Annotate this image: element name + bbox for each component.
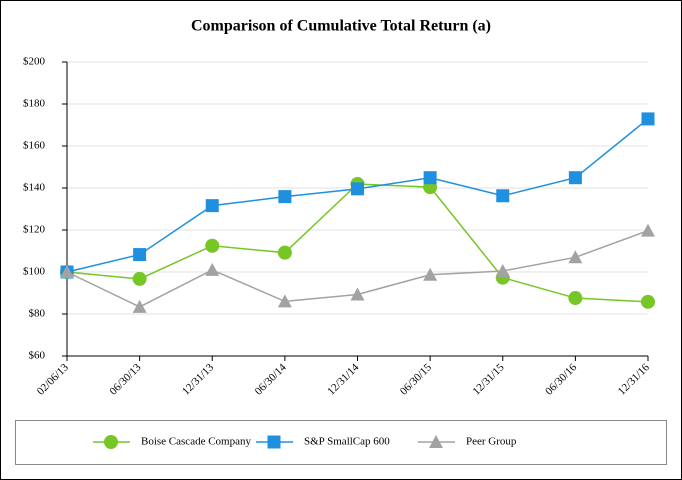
x-tick-label: 06/30/13 [107,361,143,397]
legend-label: Peer Group [466,436,517,448]
data-point [278,190,292,204]
data-point [568,291,583,306]
data-point [205,262,220,276]
data-point [60,265,74,278]
x-tick-label: 02/06/13 [35,361,71,397]
data-point [205,199,219,213]
x-tick-label: 06/30/15 [398,361,434,397]
y-tick-label: $180 [23,98,46,110]
chart-title: Comparison of Cumulative Total Return (a… [191,18,491,35]
data-point [423,267,438,281]
data-point [277,245,292,260]
data-point [132,271,147,286]
y-tick-label: $60 [29,350,46,362]
data-point [641,112,655,126]
legend-marker [104,435,118,449]
x-tick-label: 12/31/16 [616,361,652,397]
x-tick-label: 06/30/14 [253,361,289,397]
legend-marker [267,435,281,449]
legend-label: Boise Cascade Company [141,436,251,448]
y-tick-label: $160 [23,140,46,152]
series-line [66,183,649,303]
legend-marker [429,435,443,448]
data-point [568,171,582,185]
legend-box [15,420,667,465]
y-tick-label: $120 [23,224,46,236]
data-point [350,287,365,301]
data-point [351,182,364,196]
y-tick-label: $140 [23,182,46,194]
data-point [133,248,147,262]
data-point [423,171,437,185]
x-tick-label: 06/30/16 [543,361,579,397]
data-point [495,263,510,277]
x-tick-label: 12/31/14 [325,361,361,397]
series-line [66,118,649,273]
x-tick-label: 12/31/15 [471,361,507,397]
data-point [641,294,655,309]
data-point [641,223,655,237]
data-point [277,294,292,308]
x-tick-label: 12/31/13 [180,361,216,397]
data-point [132,299,147,313]
data-point [568,250,583,264]
legend-label: S&P SmallCap 600 [304,436,390,448]
y-tick-label: $200 [23,56,46,68]
y-tick-label: $80 [29,308,46,320]
data-point [496,189,510,203]
data-point [205,238,220,253]
y-tick-label: $100 [23,266,46,278]
